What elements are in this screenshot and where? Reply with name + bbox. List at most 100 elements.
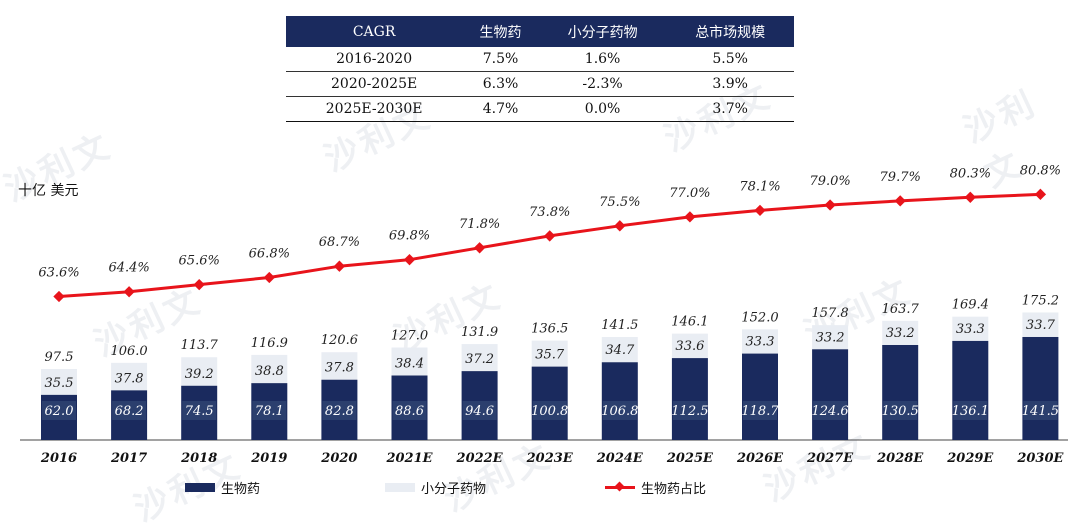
- biologics-share-point: [473, 242, 486, 254]
- legend-item-biologics-share: 生物药占比: [605, 478, 706, 497]
- biologics-share-label: 69.8%: [389, 229, 430, 244]
- biologics-share-label: 65.6%: [179, 254, 220, 269]
- cagr-cell: 5.5%: [666, 47, 794, 72]
- legend-label: 小分子药物: [421, 482, 487, 497]
- cagr-cell: 1.6%: [538, 47, 667, 72]
- x-tick-label: 2016: [40, 451, 77, 466]
- bar-biologics: [742, 353, 778, 440]
- legend-label: 生物药占比: [641, 482, 707, 497]
- biologics-value-box: [392, 401, 427, 420]
- cagr-header-cell: 总市场规模: [666, 16, 794, 47]
- biologics-share-label: 75.5%: [599, 195, 640, 210]
- x-tick-label: 2027E: [806, 451, 854, 466]
- bar-small-molecule: [1022, 312, 1059, 337]
- bar-small-molecule: [41, 369, 77, 395]
- bar-small-molecule: [321, 352, 358, 380]
- unit-label: 十亿 美元: [18, 183, 79, 199]
- biologics-value-box: [953, 401, 988, 420]
- biologics-share-point: [544, 230, 556, 242]
- total-value-label: 127.0: [391, 329, 428, 344]
- biologics-value-label: 100.8: [531, 404, 568, 419]
- biologics-value-box: [252, 401, 287, 420]
- biologics-value-label: 82.8: [325, 404, 354, 419]
- biologics-value-label: 88.6: [395, 404, 424, 419]
- biologics-value-label: 74.5: [185, 404, 214, 419]
- bar-small-molecule: [882, 320, 919, 345]
- cagr-header-cell: 生物药: [462, 16, 539, 47]
- legend-swatch-biologics-share: [605, 481, 635, 492]
- small-molecule-value-label: 37.8: [325, 361, 354, 376]
- biologics-share-point: [263, 271, 275, 284]
- small-molecule-value-label: 33.7: [1026, 318, 1056, 333]
- x-tick-label: 2028E: [876, 451, 924, 466]
- legend-label: 生物药: [221, 482, 261, 497]
- bar-biologics: [1022, 336, 1059, 440]
- biologics-share-point: [754, 204, 766, 217]
- biologics-value-label: 136.1: [952, 404, 989, 419]
- bar-small-molecule: [671, 333, 708, 359]
- biologics-value-label: 68.2: [115, 404, 144, 419]
- biologics-value-box: [322, 401, 357, 420]
- biologics-share-point: [333, 260, 346, 272]
- biologics-value-label: 62.0: [45, 404, 74, 419]
- cagr-cell: 0.0%: [538, 96, 667, 122]
- small-molecule-value-label: 33.3: [746, 335, 775, 350]
- total-value-label: 146.1: [671, 315, 708, 330]
- biologics-value-label: 118.7: [741, 404, 779, 419]
- total-value-label: 120.6: [321, 333, 358, 348]
- biologics-share-point: [964, 191, 976, 203]
- legend-item-small-molecule: 小分子药物: [385, 478, 486, 497]
- biologics-share-point: [1034, 188, 1047, 200]
- biologics-share-point: [684, 211, 696, 223]
- cagr-cell: 6.3%: [462, 71, 539, 97]
- cagr-cell: -2.3%: [538, 71, 667, 97]
- biologics-value-label: 141.5: [1022, 404, 1059, 419]
- biologics-share-label: 80.8%: [1020, 163, 1061, 178]
- biologics-value-box: [672, 401, 707, 420]
- bar-small-molecule: [461, 344, 498, 372]
- total-value-label: 106.0: [110, 344, 147, 359]
- legend-swatch-small-molecule: [385, 483, 415, 492]
- cagr-cell: 3.7%: [666, 96, 794, 122]
- small-molecule-value-label: 39.2: [185, 367, 214, 382]
- small-molecule-value-label: 35.7: [535, 348, 565, 363]
- biologics-value-label: 106.8: [601, 404, 638, 419]
- x-tick-label: 2020: [320, 451, 357, 466]
- biologics-value-box: [42, 401, 76, 420]
- x-tick-label: 2017: [110, 451, 147, 466]
- bar-small-molecule: [812, 325, 849, 350]
- biologics-share-point: [614, 220, 626, 232]
- x-tick-label: 2029E: [946, 451, 994, 466]
- small-molecule-value-label: 38.8: [255, 364, 284, 379]
- x-tick-label: 2024E: [596, 451, 644, 466]
- biologics-value-label: 112.5: [671, 404, 708, 419]
- total-value-label: 136.5: [531, 322, 568, 337]
- small-molecule-value-label: 33.6: [675, 339, 704, 354]
- total-value-label: 152.0: [741, 310, 778, 325]
- biologics-share-label: 77.0%: [669, 186, 710, 201]
- total-value-label: 163.7: [882, 302, 920, 317]
- biologics-value-box: [883, 401, 918, 420]
- x-tick-label: 2022E: [456, 451, 504, 466]
- biologics-share-label: 80.3%: [950, 166, 991, 181]
- biologics-share-label: 73.8%: [529, 205, 570, 220]
- x-tick-label: 2025E: [666, 451, 714, 466]
- small-molecule-value-label: 33.2: [886, 326, 915, 341]
- biologics-share-label: 79.0%: [809, 174, 850, 189]
- cagr-header-cell: CAGR: [286, 16, 463, 47]
- bar-biologics: [671, 358, 708, 440]
- biologics-value-box: [602, 401, 637, 420]
- x-tick-label: 2018: [180, 451, 217, 466]
- x-tick-label: 2023E: [526, 451, 574, 466]
- small-molecule-value-label: 38.4: [395, 356, 424, 371]
- biologics-share-label: 68.7%: [319, 235, 360, 250]
- biologics-value-box: [532, 401, 567, 420]
- biologics-share-point: [824, 199, 836, 211]
- bar-small-molecule: [251, 354, 288, 384]
- biologics-value-label: 94.6: [465, 404, 494, 419]
- bar-biologics: [812, 349, 849, 440]
- total-value-label: 131.9: [461, 325, 498, 340]
- biologics-value-box: [462, 401, 497, 420]
- bar-small-molecule: [181, 357, 218, 386]
- bar-small-molecule: [742, 329, 778, 354]
